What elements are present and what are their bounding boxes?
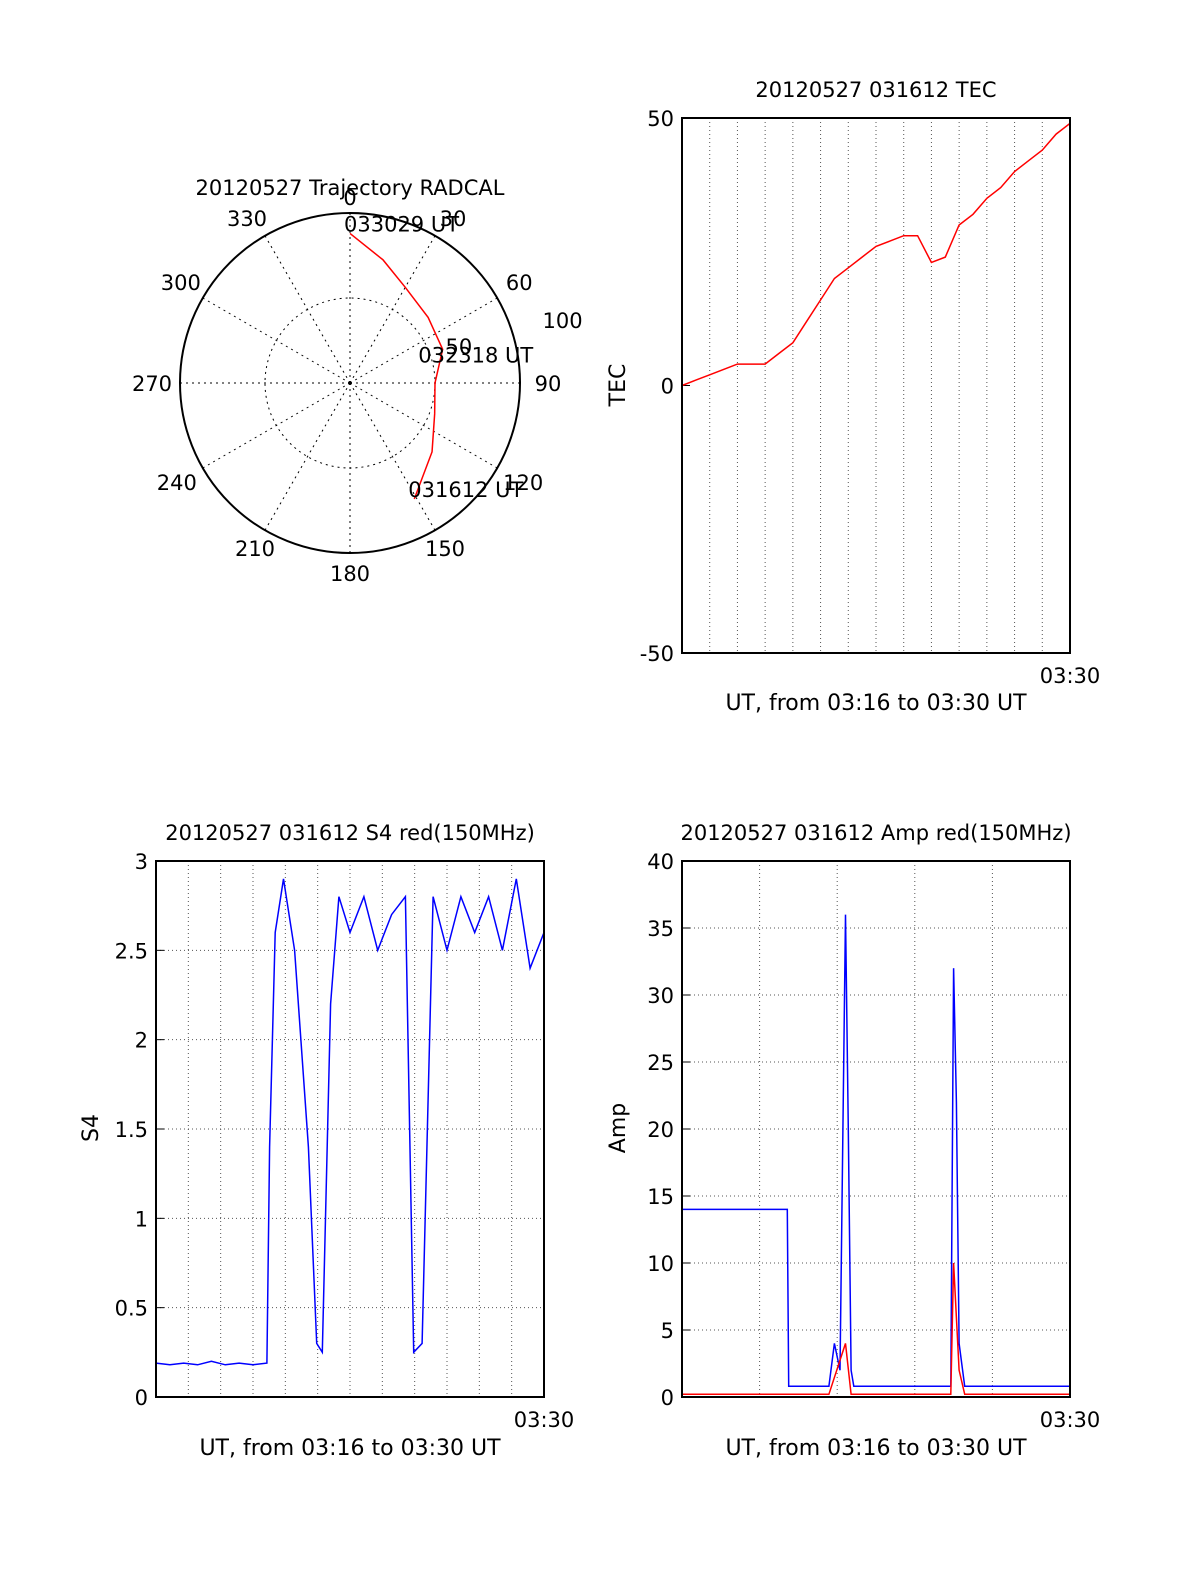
y-tick-label: 15 (647, 1185, 674, 1209)
trajectory-series (349, 232, 444, 500)
polar-angle-label: 180 (330, 562, 370, 586)
x-tick-label: 03:30 (1040, 664, 1101, 688)
y-tick-label: 10 (647, 1252, 674, 1276)
trajectory-polar-plot: 20120527 Trajectory RADCAL 0 30 60 90 120 150… (132, 176, 583, 586)
y-tick-label: 20 (647, 1118, 674, 1142)
plot-frame (681, 117, 1071, 654)
y-tick-label: 0 (661, 375, 674, 399)
polar-angle-label: 210 (235, 537, 275, 561)
y-tick-label: 2 (135, 1029, 148, 1053)
polar-spoke (264, 235, 351, 384)
polar-spoke (202, 297, 351, 384)
plot-frame (155, 860, 545, 1398)
polar-radial-label: 50 (446, 335, 473, 359)
polar-spoke (349, 382, 498, 469)
x-tick-label: 03:30 (1040, 1408, 1101, 1432)
y-tick-label: 0 (135, 1386, 148, 1410)
y-tick-label: 1.5 (115, 1118, 148, 1142)
y-tick-label: 30 (647, 984, 674, 1008)
plot-frame (681, 860, 1071, 1398)
y-tick-label: 0 (661, 1386, 674, 1410)
trajectory-time-label: 031612 UT (408, 478, 523, 502)
polar-spoke (202, 382, 351, 469)
s4-y-axis-label: S4 (79, 1114, 104, 1142)
y-tick-label: -50 (640, 642, 674, 666)
polar-spoke (349, 235, 436, 384)
trajectory-time-label: 033029 UT (344, 212, 459, 236)
polar-angle-label: 270 (132, 372, 172, 396)
y-tick-label: 40 (647, 850, 674, 874)
amp-title: 20120527 031612 Amp red(150MHz) (680, 821, 1071, 845)
y-tick-label: 5 (661, 1319, 674, 1343)
tec-x-axis-label: UT, from 03:16 to 03:30 UT (725, 691, 1027, 716)
series-line-1 (155, 878, 545, 1366)
trajectory-title: 20120527 Trajectory RADCAL (196, 176, 505, 200)
amp-x-axis-label: UT, from 03:16 to 03:30 UT (725, 1436, 1027, 1461)
s4-title: 20120527 031612 S4 red(150MHz) (165, 821, 535, 845)
polar-angle-label: 0 (343, 186, 356, 210)
polar-angle-label: 300 (161, 271, 201, 295)
trajectory-time-label: 032318 UT (418, 343, 533, 367)
tec-y-axis-label: TEC (606, 364, 631, 408)
trajectory-annotations: 033029 UT 032318 UT 031612 UT (344, 212, 533, 502)
y-tick-label: 1 (135, 1207, 148, 1231)
y-tick-label: 25 (647, 1051, 674, 1075)
series-line-1 (681, 122, 1071, 387)
polar-angle-labels: 0 30 60 90 120 150 180 210 240 270 300 330 50 100 (132, 186, 583, 586)
polar-spoke (349, 382, 436, 531)
polar-spoke (349, 297, 498, 384)
polar-spoke (264, 382, 351, 531)
polar-angle-label: 30 (440, 207, 467, 231)
s4-x-axis-label: UT, from 03:16 to 03:30 UT (199, 1436, 501, 1461)
polar-angle-label: 60 (506, 271, 533, 295)
polar-angle-label: 150 (425, 537, 465, 561)
polar-angle-label: 120 (503, 471, 543, 495)
x-tick-label: 03:30 (514, 1408, 575, 1432)
y-tick-label: 0.5 (115, 1297, 148, 1321)
s4-plot: 20120527 031612 S4 red(150MHz) UT, from … (79, 821, 574, 1461)
tec-plot: 20120527 031612 TEC UT, from 03:16 to 03… (606, 78, 1100, 716)
trajectory-line (349, 232, 444, 500)
y-tick-label: 50 (647, 107, 674, 131)
tec-title: 20120527 031612 TEC (755, 78, 996, 102)
y-tick-label: 2.5 (115, 939, 148, 963)
polar-angle-label: 330 (227, 207, 267, 231)
polar-grid (179, 212, 521, 554)
polar-angle-label: 90 (535, 372, 562, 396)
series-line-1 (682, 914, 1070, 1388)
polar-angle-label: 240 (157, 471, 197, 495)
y-tick-label: 35 (647, 917, 674, 941)
amp-y-axis-label: Amp (606, 1103, 631, 1153)
amp-plot: 20120527 031612 Amp red(150MHz) UT, from… (606, 821, 1100, 1461)
y-tick-label: 3 (135, 850, 148, 874)
series-line-2 (682, 1262, 1070, 1396)
polar-radial-label: 100 (542, 309, 582, 333)
